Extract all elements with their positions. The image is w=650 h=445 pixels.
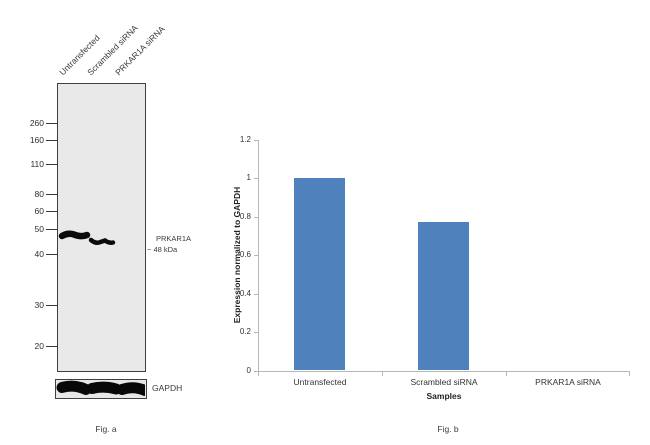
bar-scrambled-sirna	[418, 222, 469, 370]
western-blot-panel	[57, 83, 146, 372]
target-protein-label: PRKAR1A	[156, 234, 192, 243]
mw-marker-110: 110	[30, 159, 44, 169]
x-axis-title: Samples	[426, 391, 462, 401]
mw-tick-30	[46, 305, 57, 306]
y-tick-0-2	[254, 332, 258, 333]
y-tick-0-6	[254, 255, 258, 256]
x-category-scrambled-sirna: Scrambled siRNA	[410, 377, 478, 387]
y-tick-label-0-6: 0.6	[239, 250, 251, 259]
fig-b-caption: Fig. b	[437, 424, 459, 434]
gapdh-bands	[56, 380, 145, 396]
y-tick-0	[254, 371, 258, 372]
gapdh-label: GAPDH	[152, 383, 183, 393]
x-tick-div1	[382, 372, 383, 376]
mw-tick-60	[46, 211, 57, 212]
mw-marker-50: 50	[34, 224, 44, 234]
x-tick-start	[258, 372, 259, 376]
mw-tick-110	[46, 164, 57, 165]
x-axis-line	[258, 371, 630, 372]
x-tick-end	[629, 372, 630, 376]
y-tick-label-1-2: 1.2	[239, 135, 251, 144]
prkar1a-bands	[58, 230, 116, 245]
y-tick-label-0-2: 0.2	[239, 327, 251, 336]
bar-chart-plot-area: 0 0.2 0.4 0.6 0.8 1 1.2 Untransfected Sc…	[232, 135, 630, 401]
mw-marker-60: 60	[34, 206, 44, 216]
mw-marker-20: 20	[34, 341, 44, 351]
mw-tick-40	[46, 254, 57, 255]
mw-marker-30: 30	[34, 300, 44, 310]
bar-untransfected	[294, 178, 345, 370]
mw-tick-20	[46, 346, 57, 347]
mw-tick-160	[46, 140, 57, 141]
gapdh-blot-panel	[55, 379, 147, 399]
lane-label-prkar1a-sirna: PRKAR1A siRNA	[113, 23, 167, 78]
y-tick-label-0-8: 0.8	[239, 212, 251, 221]
y-tick-label-0-4: 0.4	[239, 289, 251, 298]
y-axis-title: Expression normalized to GAPDH	[232, 186, 242, 324]
y-tick-1-2	[254, 140, 258, 141]
mw-marker-160: 160	[29, 135, 44, 145]
x-category-prkar1a-sirna: PRKAR1A siRNA	[535, 377, 601, 387]
y-tick-0-8	[254, 217, 258, 218]
x-category-untransfected: Untransfected	[293, 377, 347, 387]
y-tick-label-0: 0	[246, 366, 251, 375]
mw-marker-260: 260	[29, 118, 44, 128]
y-axis-line	[258, 140, 259, 372]
x-tick-div2	[506, 372, 507, 376]
mw-tick-80	[46, 194, 57, 195]
mw-tick-50	[46, 229, 57, 230]
mw-tick-260	[46, 123, 57, 124]
y-tick-1	[254, 178, 258, 179]
fig-a-caption: Fig. a	[95, 424, 117, 434]
mw-marker-40: 40	[34, 249, 44, 259]
y-tick-label-1: 1	[246, 173, 251, 182]
mw-marker-80: 80	[34, 189, 44, 199]
target-size-label: ~ 48 kDa	[147, 245, 178, 254]
y-tick-0-4	[254, 294, 258, 295]
